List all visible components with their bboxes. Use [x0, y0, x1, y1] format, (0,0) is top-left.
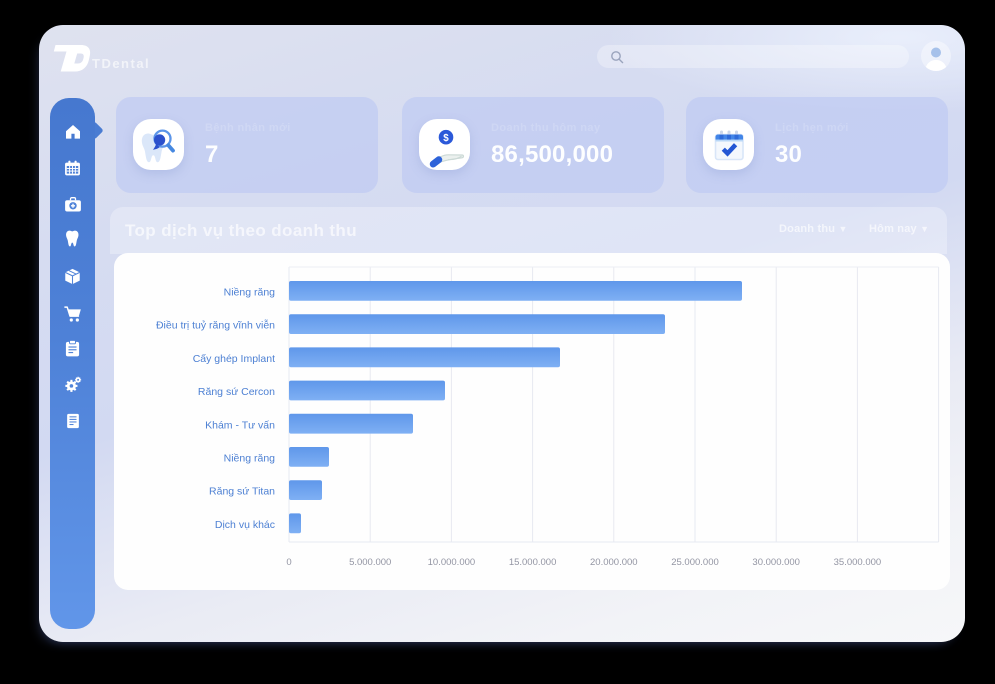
svg-text:25.000.000: 25.000.000 — [671, 557, 719, 568]
svg-text:20.000.000: 20.000.000 — [590, 557, 638, 568]
svg-text:15.000.000: 15.000.000 — [509, 557, 557, 568]
svg-text:Niềng răng: Niềng răng — [224, 453, 276, 465]
svg-text:0: 0 — [286, 557, 291, 568]
svg-text:5.000.000: 5.000.000 — [349, 557, 391, 568]
svg-text:Răng sứ Cercon: Răng sứ Cercon — [198, 386, 275, 398]
svg-text:Điều trị tuỷ răng vĩnh viễn: Điều trị tuỷ răng vĩnh viễn — [156, 319, 275, 332]
svg-text:Răng sứ Titan: Răng sứ Titan — [209, 486, 275, 498]
svg-text:35.000.000: 35.000.000 — [834, 557, 882, 568]
svg-text:Niềng răng: Niềng răng — [224, 287, 276, 299]
svg-text:$: $ — [443, 133, 449, 144]
svg-text:Cấy ghép Implant: Cấy ghép Implant — [193, 353, 275, 365]
svg-text:10.000.000: 10.000.000 — [428, 557, 476, 568]
svg-text:Dịch vụ khác: Dịch vụ khác — [215, 519, 275, 531]
svg-text:30.000.000: 30.000.000 — [752, 557, 800, 568]
svg-text:Khám - Tư vấn: Khám - Tư vấn — [205, 419, 275, 431]
